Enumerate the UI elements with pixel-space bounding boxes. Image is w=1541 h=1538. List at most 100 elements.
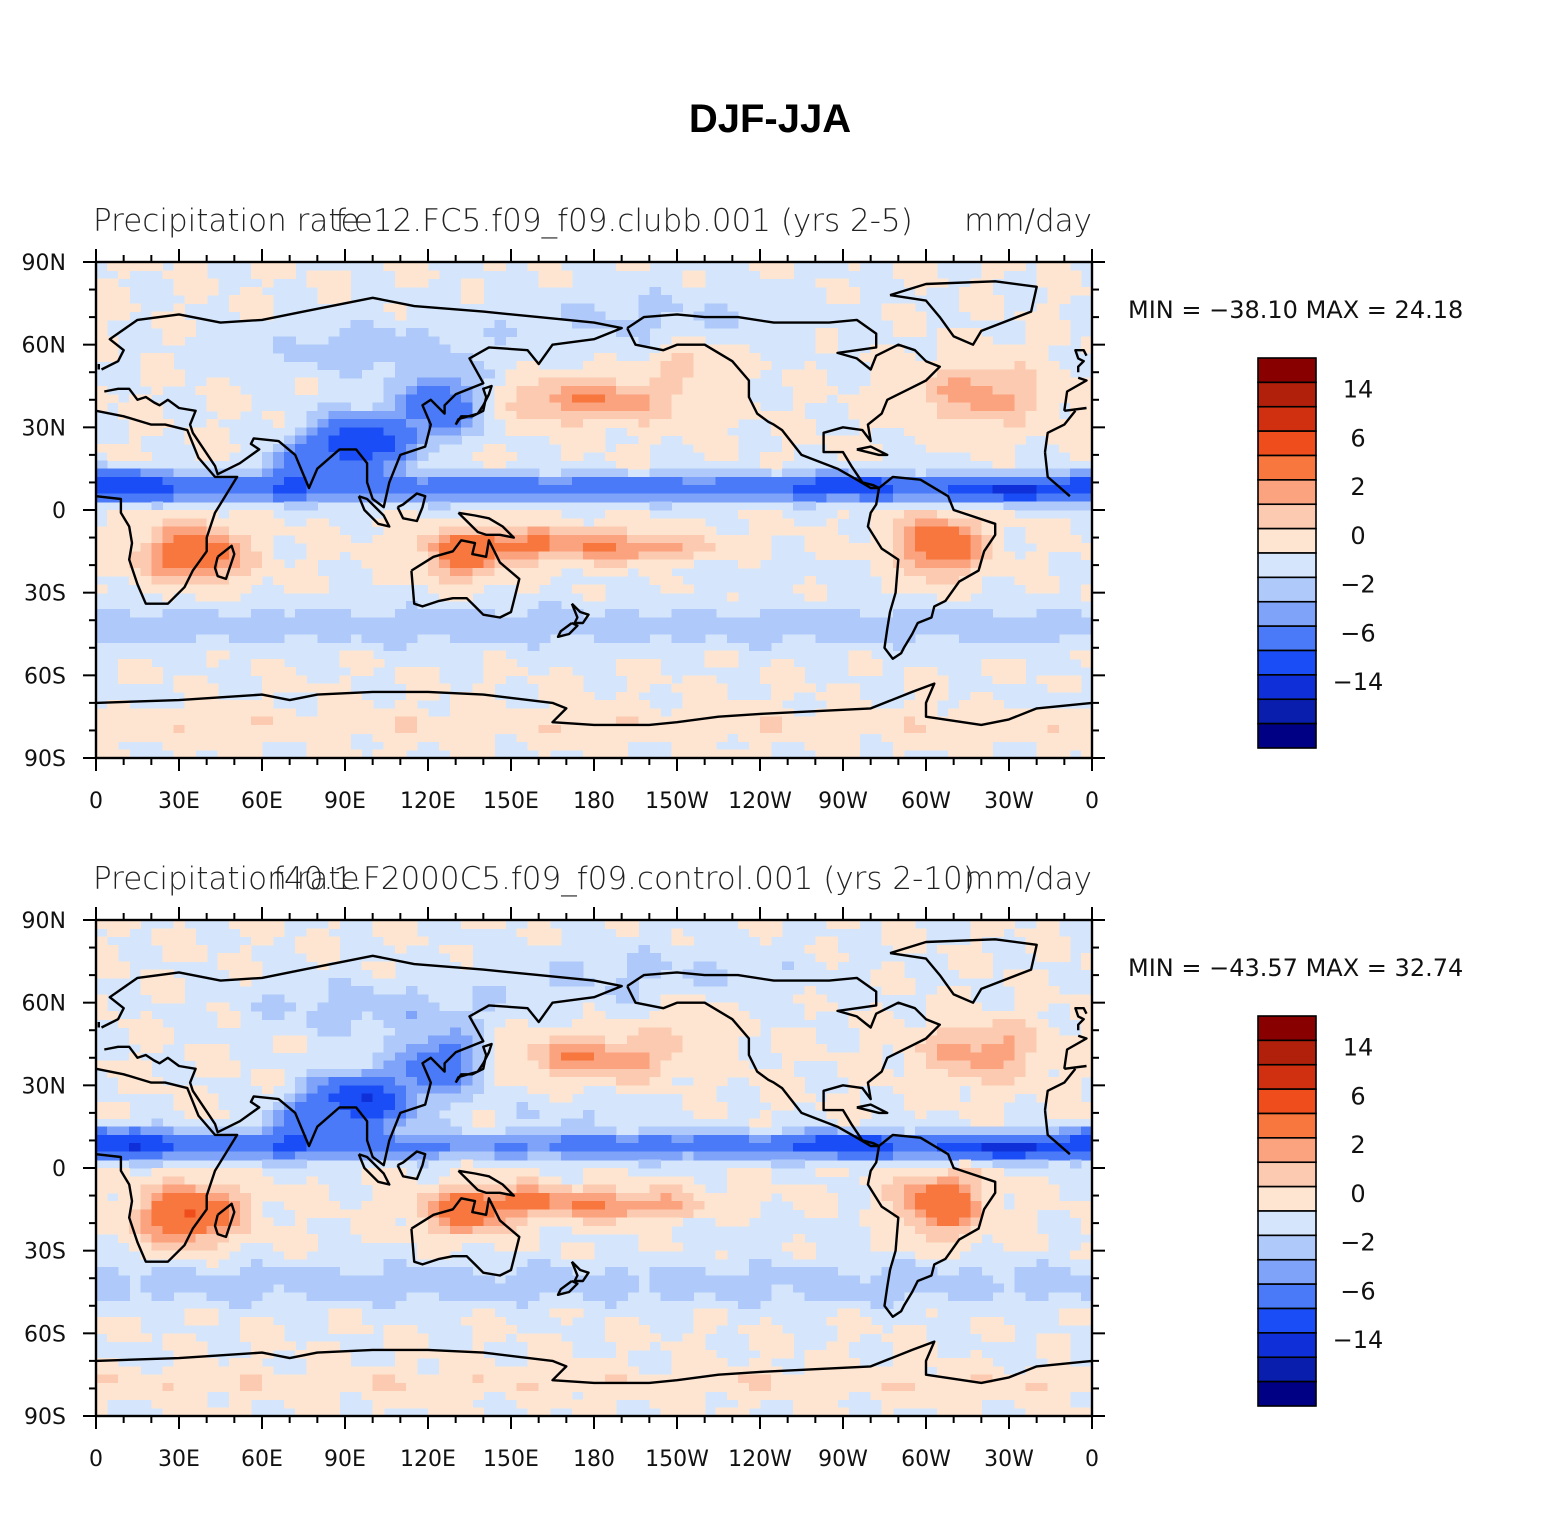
shade-cell xyxy=(715,427,728,437)
shade-cell xyxy=(870,410,883,420)
shade-cell xyxy=(505,559,518,569)
shade-cell xyxy=(217,1019,230,1029)
shade-cell xyxy=(394,1176,407,1186)
shade-cell xyxy=(837,493,850,503)
shade-cell xyxy=(848,650,861,660)
shade-cell xyxy=(428,1019,440,1029)
shade-cell xyxy=(571,741,584,751)
shade-cell xyxy=(1047,419,1060,428)
shade-cell xyxy=(217,617,230,627)
shade-cell xyxy=(505,551,518,561)
shade-cell xyxy=(1080,749,1092,758)
shade-cell xyxy=(616,402,628,412)
shade-cell xyxy=(627,1143,639,1153)
shade-cell xyxy=(273,928,285,938)
shade-cell xyxy=(173,1101,186,1111)
shade-cell xyxy=(250,625,263,635)
shade-cell xyxy=(782,518,794,528)
shade-cell xyxy=(638,510,650,519)
shade-cell xyxy=(405,1002,418,1012)
shade-cell xyxy=(394,468,407,478)
shade-cell xyxy=(1003,518,1016,528)
shade-cell xyxy=(328,977,341,987)
shade-cell xyxy=(173,625,186,635)
lon-tick-label: 180 xyxy=(573,789,615,814)
shade-cell xyxy=(649,1184,661,1194)
shade-cell xyxy=(582,493,595,503)
shade-cell xyxy=(859,1035,872,1045)
shade-cell xyxy=(837,741,850,751)
shade-cell xyxy=(1058,319,1071,329)
shade-cell xyxy=(1058,427,1071,437)
shade-cell xyxy=(926,1168,938,1177)
shade-cell xyxy=(793,625,805,635)
shade-cell xyxy=(538,493,551,503)
shade-cell xyxy=(892,708,905,718)
shade-cell xyxy=(970,510,982,519)
shade-cell xyxy=(262,936,274,946)
shade-cell xyxy=(981,1101,993,1111)
shade-cell xyxy=(760,551,772,561)
shade-cell xyxy=(383,1019,396,1029)
shade-cell xyxy=(439,724,451,734)
shade-cell xyxy=(914,1077,927,1086)
shade-cell xyxy=(627,262,639,271)
shade-cell xyxy=(970,733,982,743)
shade-cell xyxy=(914,733,927,743)
shade-cell xyxy=(826,1110,839,1119)
shade-cell xyxy=(1003,1159,1016,1169)
shade-cell xyxy=(339,419,352,428)
shade-cell xyxy=(118,452,130,461)
shade-cell xyxy=(737,559,750,569)
shade-cell xyxy=(571,559,584,569)
shade-cell xyxy=(129,1176,141,1186)
shade-cell xyxy=(273,1002,285,1012)
shade-cell xyxy=(1069,270,1082,280)
shade-cell xyxy=(505,510,518,519)
shade-cell xyxy=(416,476,429,486)
shade-cell xyxy=(206,625,219,635)
shade-cell xyxy=(616,485,628,495)
shade-cell xyxy=(273,1159,285,1169)
shade-cell xyxy=(372,1143,385,1153)
shade-cell xyxy=(903,683,916,693)
shade-cell xyxy=(450,468,462,478)
shade-cell xyxy=(826,1143,839,1153)
shade-cell xyxy=(649,1010,661,1020)
shade-cell xyxy=(151,1085,163,1095)
shade-cell xyxy=(948,510,960,519)
shade-cell xyxy=(859,1134,872,1144)
shade-cell xyxy=(948,749,960,758)
shade-cell xyxy=(748,700,761,709)
shade-cell xyxy=(1047,270,1060,280)
shade-cell xyxy=(737,1068,750,1078)
shade-cell xyxy=(328,625,341,635)
shade-cell xyxy=(549,534,562,544)
shade-cell xyxy=(760,410,772,420)
shade-cell xyxy=(594,733,606,743)
shade-cell xyxy=(937,394,949,404)
shade-cell xyxy=(826,476,839,486)
shade-cell xyxy=(605,1027,617,1037)
shade-cell xyxy=(649,435,661,445)
shade-cell xyxy=(737,493,750,503)
shade-cell xyxy=(660,402,673,412)
shade-cell xyxy=(560,1060,573,1070)
shade-cell xyxy=(184,1052,197,1062)
shade-cell xyxy=(516,1068,529,1078)
shade-cell xyxy=(428,617,440,627)
shade-cell xyxy=(560,691,573,701)
shade-cell xyxy=(372,625,385,635)
shade-cell xyxy=(173,1143,186,1153)
shade-cell xyxy=(96,485,108,495)
shade-cell xyxy=(439,1010,451,1020)
shade-cell xyxy=(649,485,661,495)
shade-cell xyxy=(206,733,219,743)
shade-cell xyxy=(704,369,717,379)
shade-cell xyxy=(1069,1093,1082,1103)
shade-cell xyxy=(870,567,883,577)
shade-cell xyxy=(1047,377,1060,387)
shade-cell xyxy=(383,1118,396,1128)
shade-cell xyxy=(516,1077,529,1086)
shade-cell xyxy=(472,377,484,387)
